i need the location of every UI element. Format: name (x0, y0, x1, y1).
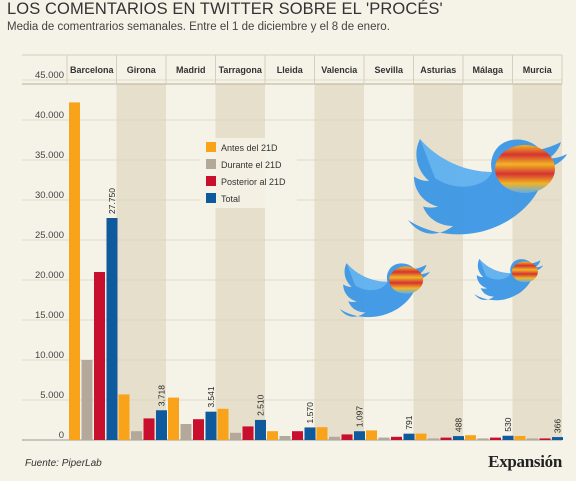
bar (94, 272, 105, 440)
bar (118, 394, 130, 440)
bar (304, 427, 316, 440)
y-tick-label: 15.000 (35, 310, 64, 321)
chart-subtitle: Media de comentrarios semanales. Entre e… (7, 21, 390, 33)
legend-entry: Durante el 21D (221, 160, 282, 170)
category-label: Valencia (321, 65, 358, 75)
category-band (215, 84, 265, 440)
bar (354, 431, 365, 440)
bar (193, 419, 204, 440)
y-tick-label: 0 (59, 430, 64, 441)
source-note: Fuente: PiperLab (25, 458, 102, 469)
y-tick-label: 10.000 (35, 350, 64, 361)
data-label: 1.097 (355, 406, 365, 428)
category-label: Lleida (277, 65, 304, 75)
source-prefix: Fuente: (25, 458, 62, 469)
legend-swatch (206, 193, 216, 203)
bar (403, 433, 415, 440)
bar (81, 360, 93, 440)
category-label: Sevilla (374, 65, 404, 75)
y-tick-label: 45.000 (35, 70, 64, 81)
bar (415, 433, 427, 440)
data-label: 366 (553, 419, 563, 433)
legend-entry: Posterior al 21D (221, 177, 286, 187)
bar (279, 436, 291, 440)
bar (453, 436, 464, 440)
bar (316, 427, 328, 440)
bar (490, 437, 501, 440)
bar (440, 437, 452, 440)
bar (552, 437, 563, 440)
bar (242, 426, 254, 440)
legend-entry: Antes del 21D (221, 143, 278, 153)
category-label: Asturias (420, 65, 456, 75)
bar (465, 435, 476, 440)
category-label: Girona (127, 65, 157, 75)
bar (255, 419, 266, 440)
bar (205, 411, 217, 440)
y-tick-label: 5.000 (40, 390, 64, 401)
data-label: 3.718 (157, 385, 167, 407)
bar (143, 418, 155, 440)
bar (131, 431, 142, 440)
bar (378, 437, 390, 440)
chart-title: LOS COMENTARIOS EN TWITTER SOBRE EL 'PRO… (7, 0, 443, 18)
category-label: Tarragona (219, 65, 263, 75)
bar (180, 424, 192, 440)
bar (230, 432, 241, 440)
bar (156, 410, 167, 440)
category-label: Madrid (176, 65, 206, 75)
category-label: Barcelona (70, 65, 115, 75)
data-label: 1.570 (305, 402, 315, 424)
category-band (314, 84, 364, 440)
bar (514, 436, 526, 440)
expansion-logo: Expansión (488, 452, 562, 471)
data-label: 488 (454, 418, 464, 432)
bar (329, 436, 340, 440)
bar (539, 438, 551, 440)
bar (267, 431, 278, 440)
bar (341, 434, 353, 440)
bar (69, 102, 80, 441)
data-label: 791 (404, 415, 414, 429)
twitter-bird-icon (339, 263, 430, 318)
data-label: 27.750 (107, 188, 117, 214)
source-name: PiperLab (61, 458, 102, 469)
category-label: Murcia (523, 65, 553, 75)
bar (502, 435, 514, 440)
data-label: 3.541 (206, 386, 216, 408)
y-tick-label: 30.000 (35, 190, 64, 201)
bar (428, 438, 439, 440)
twitter-bird-icon (474, 258, 544, 301)
bar (527, 438, 538, 440)
y-tick-label: 40.000 (35, 110, 64, 121)
y-tick-label: 25.000 (35, 230, 64, 241)
twitter-bird-icon (408, 139, 567, 235)
legend-swatch (206, 159, 216, 169)
bar (292, 431, 303, 440)
bar (217, 408, 229, 440)
y-tick-label: 35.000 (35, 150, 64, 161)
bar (366, 430, 377, 440)
category-label: Málaga (472, 65, 504, 75)
legend-swatch (206, 142, 216, 152)
data-label: 530 (503, 417, 513, 431)
category-band (413, 84, 463, 440)
bar (106, 218, 118, 440)
legend-swatch (206, 176, 216, 186)
bar (391, 436, 402, 440)
y-tick-label: 20.000 (35, 270, 64, 281)
legend-entry: Total (221, 194, 240, 204)
category-band (116, 84, 166, 440)
data-label: 2.510 (256, 394, 266, 416)
chart-legend: Antes del 21D Durante el 21D Posterior al … (200, 138, 297, 208)
legend-box (200, 138, 297, 208)
bar (477, 438, 489, 440)
bar (168, 397, 179, 440)
